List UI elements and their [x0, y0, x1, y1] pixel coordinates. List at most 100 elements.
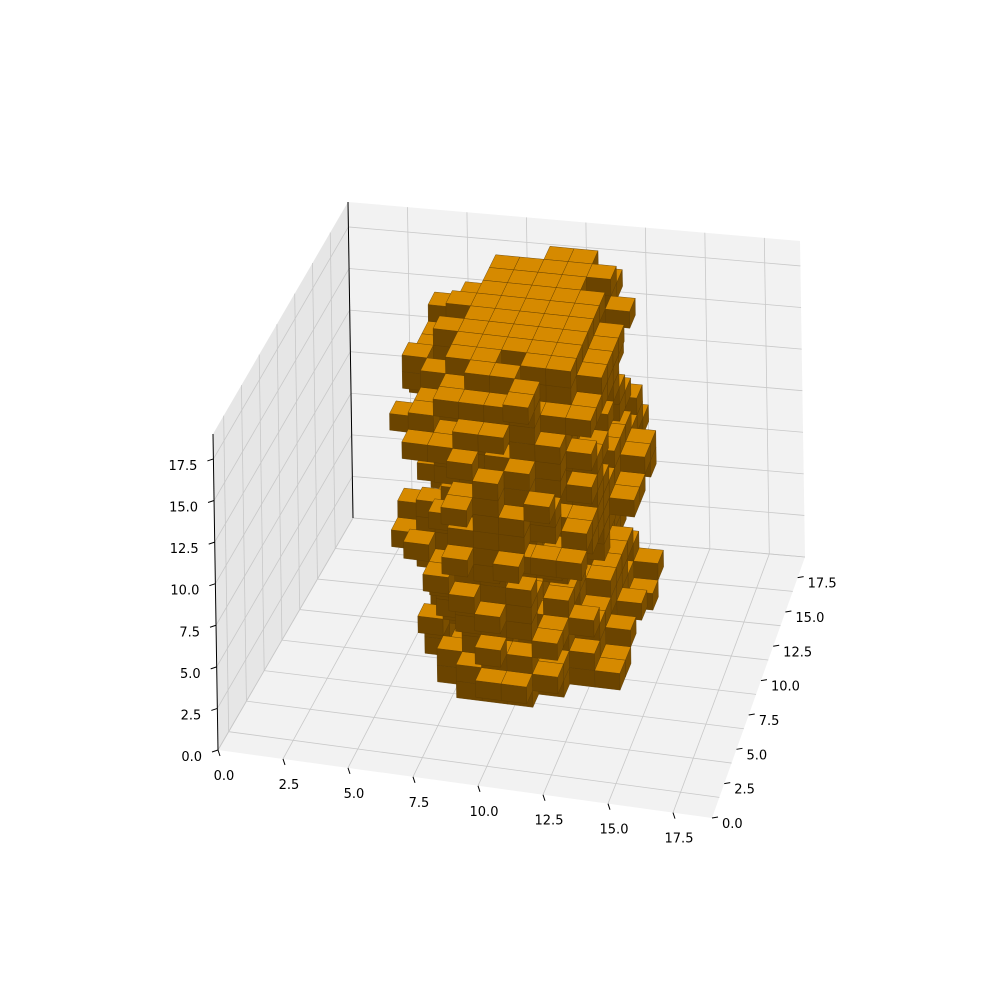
y-tick-label: 0.0	[722, 817, 743, 832]
x-tick-label: 0.0	[214, 769, 235, 784]
x-tick	[347, 767, 351, 775]
x-tick-label: 15.0	[600, 823, 629, 838]
voxel	[532, 660, 564, 695]
grid-back-z	[348, 226, 801, 267]
grid-left-y	[258, 354, 265, 671]
y-tick	[785, 610, 792, 613]
voxel-front-face	[555, 560, 582, 581]
grid-left-z	[213, 226, 349, 460]
voxel	[505, 594, 538, 625]
voxel	[565, 404, 597, 438]
voxel-front-face	[401, 441, 428, 462]
voxel-front-face	[477, 434, 504, 455]
x-tick	[672, 812, 676, 819]
z-tick-label: 0.0	[181, 750, 202, 765]
y-tick-label: 12.5	[783, 645, 812, 660]
voxel-front-face	[508, 424, 535, 445]
voxel	[474, 634, 507, 668]
x-tick-label: 17.5	[665, 832, 694, 847]
grid-left-y	[329, 232, 336, 549]
voxel-top-face	[520, 352, 552, 369]
voxel	[534, 431, 567, 465]
z-tick-label: 5.0	[180, 667, 201, 682]
voxel-front-face	[505, 587, 532, 608]
voxel-front-face	[417, 615, 444, 636]
voxel	[568, 604, 600, 638]
voxel	[531, 627, 564, 661]
voxel	[609, 484, 641, 518]
z-tick	[208, 541, 215, 545]
voxel	[555, 547, 588, 581]
y-tick-label: 10.0	[771, 680, 800, 695]
grid-floor-x	[282, 522, 413, 760]
voxel	[574, 289, 606, 323]
grid-left-z	[216, 476, 353, 709]
voxel	[436, 635, 469, 669]
voxel	[401, 428, 434, 462]
voxel-front-face	[568, 650, 595, 671]
y-tick-label: 7.5	[759, 714, 780, 729]
voxel	[492, 550, 525, 585]
voxel	[474, 600, 507, 635]
voxel-front-face	[534, 461, 561, 482]
grid-left-z	[215, 393, 352, 626]
voxel	[545, 374, 578, 406]
z-axis-front-line	[212, 433, 219, 751]
grid-back-x	[763, 237, 770, 554]
voxel	[542, 584, 575, 618]
voxel	[545, 355, 577, 389]
z-tick	[211, 749, 219, 753]
voxel	[446, 448, 479, 482]
grid-left-y	[241, 385, 247, 702]
z-tick	[207, 458, 214, 462]
voxel	[582, 348, 614, 382]
voxel-front-face	[619, 454, 646, 475]
voxel-top-face	[444, 343, 477, 361]
voxel-front-face	[565, 417, 592, 438]
z-tick	[207, 500, 215, 504]
y-tick	[797, 576, 804, 579]
voxel-front-face	[509, 441, 536, 462]
voxel	[551, 342, 583, 376]
y-tick-label: 5.0	[746, 748, 767, 763]
voxel	[403, 528, 436, 562]
voxel	[605, 613, 637, 648]
grid-left-z	[216, 434, 353, 668]
grid-left-y	[223, 415, 230, 732]
voxel-front-face	[452, 431, 479, 452]
voxel-top-face	[502, 391, 535, 409]
voxel-front-face	[472, 514, 499, 535]
voxel	[422, 561, 456, 595]
y-tick-label: 17.5	[808, 577, 837, 592]
voxel-top-face	[604, 295, 636, 312]
y-tick	[748, 713, 755, 716]
y-tick	[736, 747, 743, 750]
voxel-body	[389, 246, 664, 708]
voxel-top-face	[523, 490, 556, 508]
voxel-front-face	[506, 653, 533, 675]
z-tick-label: 15.0	[169, 501, 198, 516]
grid-floor-y	[228, 731, 720, 798]
voxel	[593, 322, 625, 355]
voxel	[509, 441, 536, 462]
voxel	[568, 637, 601, 671]
voxel-front-face	[585, 577, 612, 598]
axis-lines	[207, 201, 804, 819]
voxel-top-face	[445, 290, 478, 307]
voxel-front-face	[566, 484, 593, 505]
voxel	[502, 391, 535, 425]
x-tick	[282, 758, 286, 766]
voxel	[432, 386, 465, 420]
grid-left-y	[312, 263, 318, 580]
voxel-front-face	[407, 412, 434, 433]
voxel	[561, 517, 593, 551]
voxel	[565, 437, 598, 472]
voxel	[633, 547, 664, 581]
x-tick	[412, 776, 416, 784]
y-tick	[760, 679, 768, 682]
voxel	[585, 564, 617, 598]
voxel-front-face	[529, 524, 556, 545]
voxel-front-face	[474, 613, 501, 635]
voxel	[508, 378, 541, 412]
grid-floor-y	[246, 700, 732, 764]
